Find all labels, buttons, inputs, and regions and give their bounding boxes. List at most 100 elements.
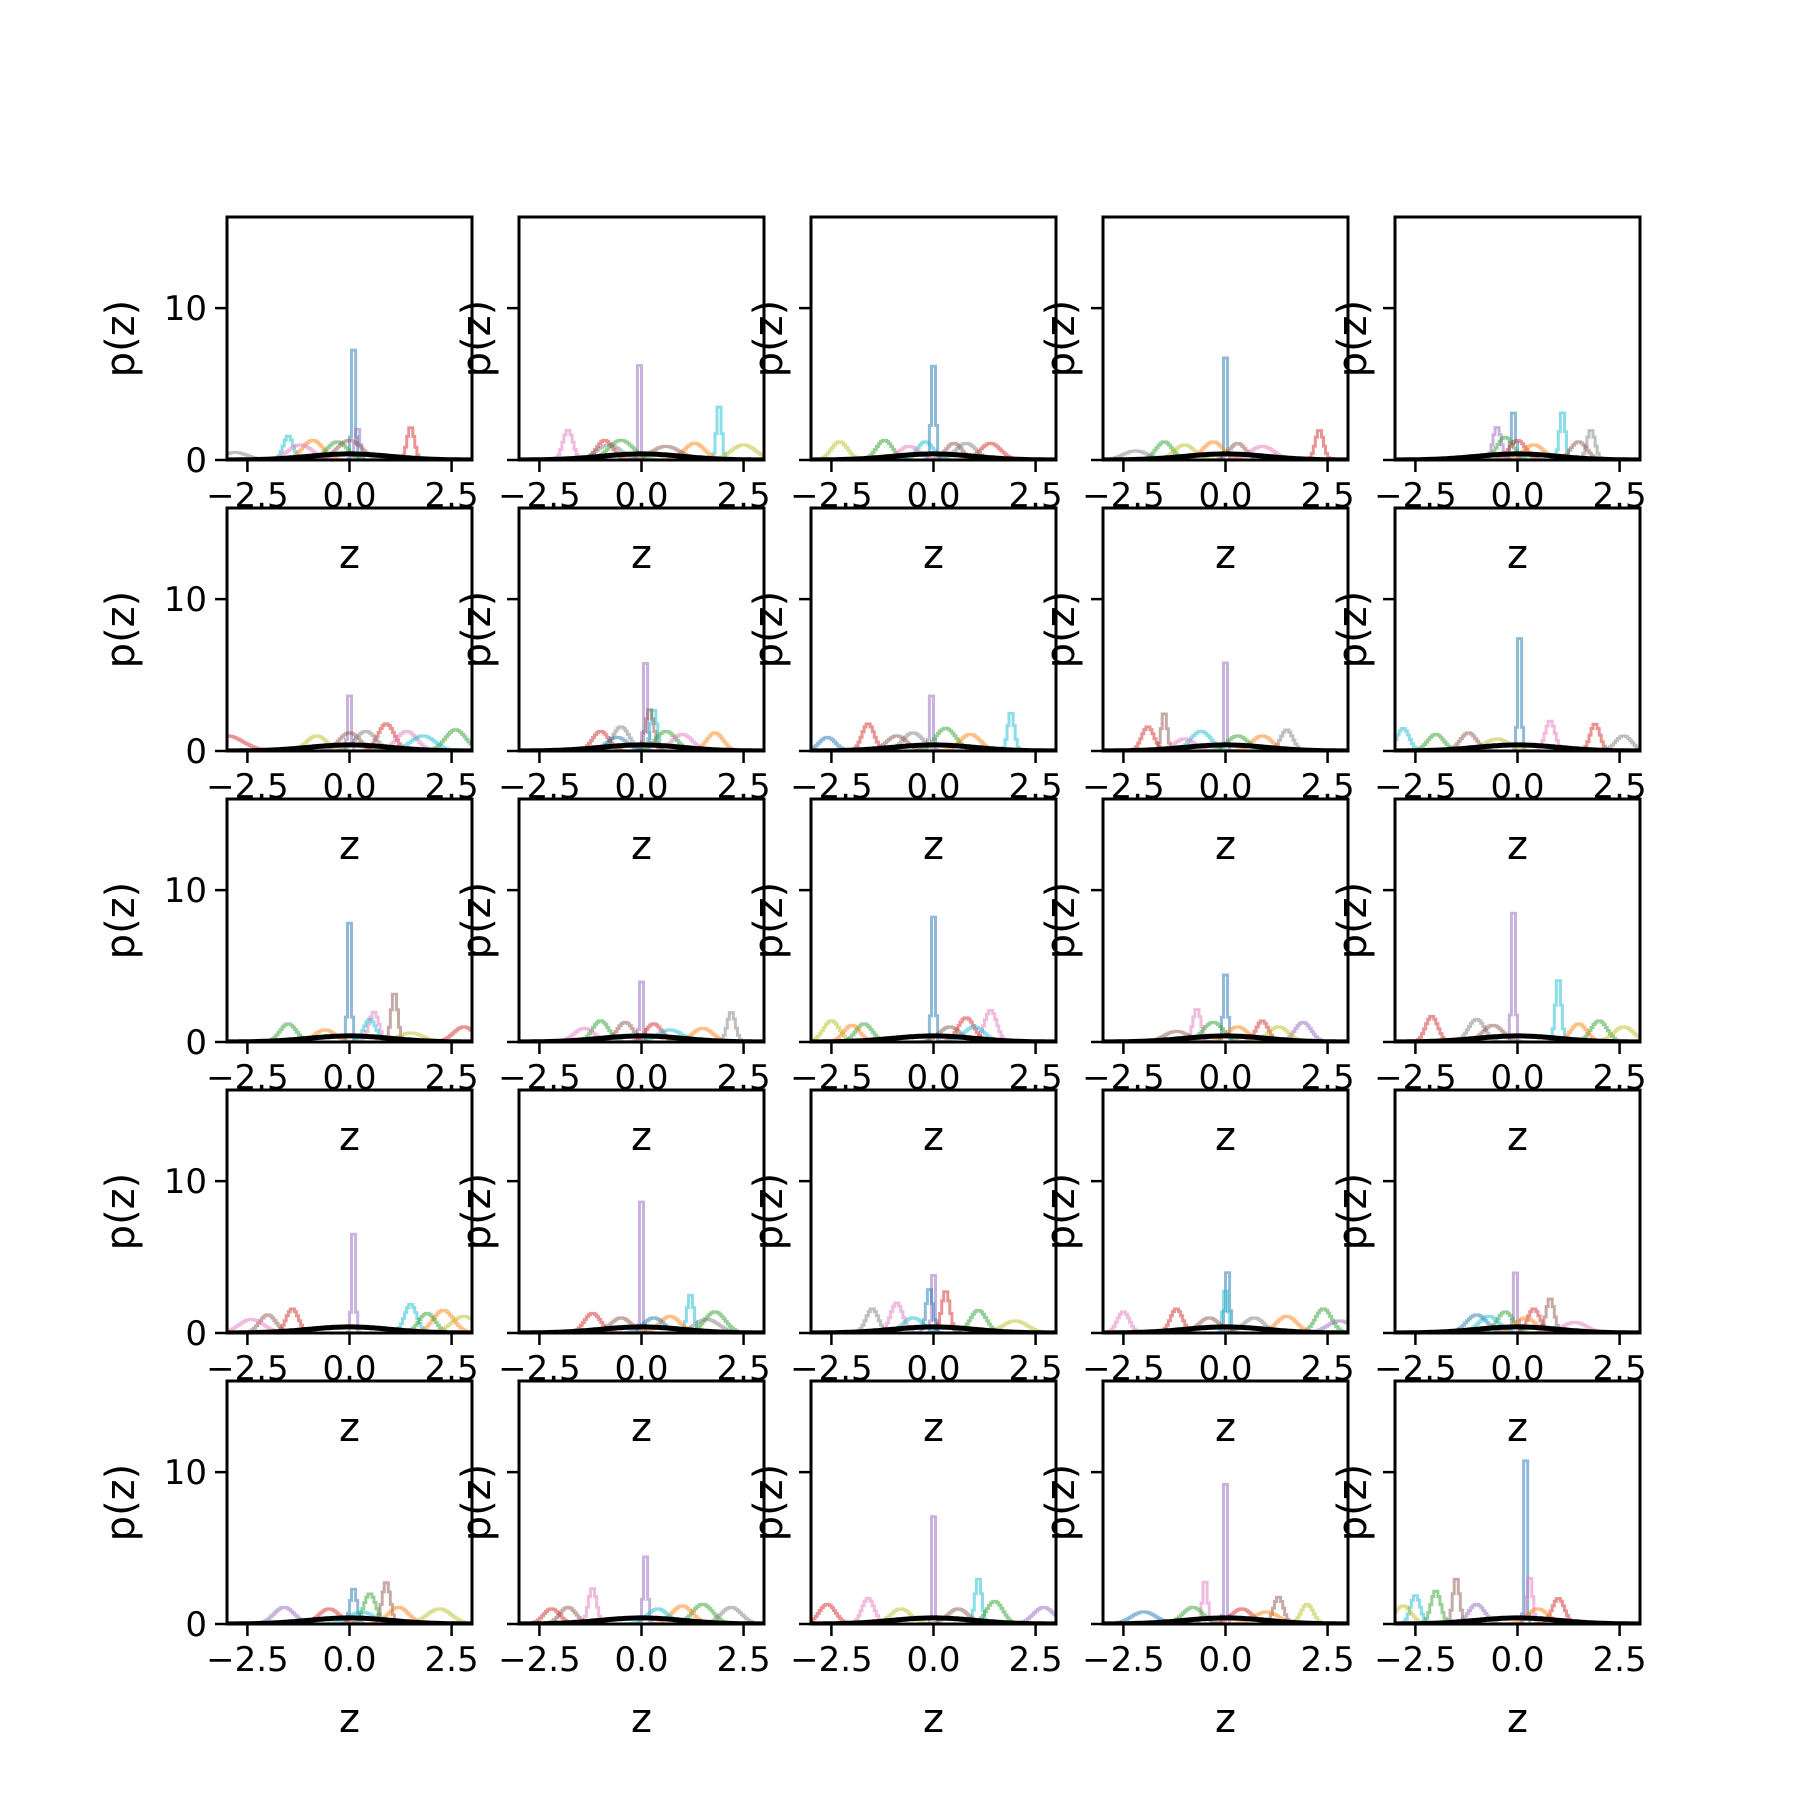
subplot-r4-c3: −2.5 0.0 2.5 z p(z) xyxy=(1038,1379,1355,1742)
series-0 xyxy=(1103,1483,1348,1624)
series-6 xyxy=(227,1314,472,1333)
y-tick-label: 10 xyxy=(164,1453,207,1493)
subplot-r2-c4: −2.5 0.0 2.5zp(z) xyxy=(1330,797,1647,1160)
y-axis-label: p(z) xyxy=(98,1173,144,1251)
x-axis-label: z xyxy=(923,1114,944,1160)
series-0 xyxy=(1103,356,1348,460)
series-6 xyxy=(519,443,764,460)
subplot-plot-area xyxy=(811,694,1056,751)
x-tick-label: 0.0 xyxy=(322,1640,376,1680)
subplot-r2-c1: −2.5 0.0 2.5zp(z) xyxy=(454,797,771,1160)
x-tick-label: 0.0 xyxy=(322,1349,376,1389)
x-tick-label: −2.5 xyxy=(206,767,289,807)
series-3 xyxy=(519,1607,764,1624)
subplot-r1-c1: −2.5 0.0 2.5zp(z) xyxy=(454,506,771,869)
series-4 xyxy=(227,1607,472,1624)
y-axis-label: p(z) xyxy=(98,591,144,669)
series-3 xyxy=(1395,1589,1640,1624)
series-3 xyxy=(227,1018,472,1042)
x-tick-label: 0.0 xyxy=(322,476,376,516)
x-tick-label: 0.0 xyxy=(322,767,376,807)
subplot-r4-c2: −2.5 0.0 2.5 z p(z) xyxy=(746,1379,1063,1742)
x-tick-label: 2.5 xyxy=(1593,1640,1647,1680)
subplot-plot-area xyxy=(1395,1271,1640,1333)
series-0 xyxy=(811,915,1056,1042)
series-3 xyxy=(519,725,764,751)
x-axis-label: z xyxy=(631,532,652,578)
x-tick-label: 0.0 xyxy=(614,767,668,807)
series-5 xyxy=(227,1311,472,1333)
series-3 xyxy=(811,440,1056,460)
x-tick-label: −2.5 xyxy=(790,767,873,807)
subplot-frame xyxy=(809,215,1058,462)
series-3 xyxy=(1103,440,1348,460)
y-axis-label: p(z) xyxy=(1330,1173,1376,1251)
x-tick-label: 0.0 xyxy=(906,476,960,516)
x-tick-label: 0.0 xyxy=(1198,1349,1252,1389)
subplot-frame xyxy=(1101,215,1350,462)
x-tick-label: −2.5 xyxy=(498,767,581,807)
x-axis-label: z xyxy=(1215,1114,1236,1160)
series-0 xyxy=(227,348,472,460)
y-axis-label: p(z) xyxy=(454,300,500,378)
subplot-plot-area xyxy=(519,364,764,460)
x-tick-label: 0.0 xyxy=(1198,767,1252,807)
subplot-plot-area xyxy=(1103,973,1348,1042)
x-tick-label: −2.5 xyxy=(1082,1349,1165,1389)
x-tick-label: −2.5 xyxy=(790,1640,873,1680)
series-6 xyxy=(519,1316,764,1333)
y-axis-label: p(z) xyxy=(1038,882,1084,960)
x-axis-label: z xyxy=(1215,823,1236,869)
x-tick-label: −2.5 xyxy=(498,1349,581,1389)
y-axis-label: p(z) xyxy=(98,300,144,378)
x-tick-label: −2.5 xyxy=(498,476,581,516)
series-4 xyxy=(1103,1307,1348,1333)
series-1 xyxy=(811,1019,1056,1042)
x-tick-label: −2.5 xyxy=(790,476,873,516)
subplot-plot-area xyxy=(227,921,472,1042)
y-tick-label: 0 xyxy=(185,732,207,772)
series-1 xyxy=(811,1290,1056,1333)
y-tick-label: 10 xyxy=(164,871,207,911)
series-1 xyxy=(519,1011,764,1042)
x-tick-label: 2.5 xyxy=(1009,1640,1063,1680)
subplot-plot-area xyxy=(1103,661,1348,751)
x-tick-label: 2.5 xyxy=(717,1640,771,1680)
x-axis-label: z xyxy=(339,532,360,578)
x-axis-label: z xyxy=(923,532,944,578)
y-axis-label: p(z) xyxy=(454,1173,500,1251)
series-2 xyxy=(519,708,764,751)
subplot-r1-c4: −2.5 0.0 2.5zp(z) xyxy=(1330,506,1647,869)
series-7 xyxy=(519,1607,764,1624)
x-tick-label: −2.5 xyxy=(1374,767,1457,807)
x-tick-label: 0.0 xyxy=(614,1058,668,1098)
x-axis-label: z xyxy=(339,1114,360,1160)
subplot-plot-area xyxy=(811,364,1056,460)
series-2 xyxy=(519,1605,764,1624)
subplot-plot-area xyxy=(1395,911,1640,1042)
x-tick-label: 2.5 xyxy=(1301,1640,1355,1680)
x-axis-label: z xyxy=(339,1696,360,1742)
series-2 xyxy=(1103,725,1348,751)
y-axis-label: p(z) xyxy=(1330,882,1376,960)
series-0 xyxy=(1103,973,1348,1042)
series-0 xyxy=(227,1232,472,1333)
y-tick-label: 0 xyxy=(185,1023,207,1063)
x-tick-label: 0.0 xyxy=(1198,1640,1252,1680)
series-4 xyxy=(519,438,764,460)
subplot-plot-area xyxy=(811,915,1056,1042)
subplot-r0-c1: −2.5 0.0 2.5zp(z) xyxy=(454,215,771,578)
subplot-r1-c2: −2.5 0.0 2.5zp(z) xyxy=(746,506,1063,869)
x-tick-label: 0.0 xyxy=(322,1058,376,1098)
y-axis-label: p(z) xyxy=(746,591,792,669)
series-4 xyxy=(1103,729,1348,751)
series-6 xyxy=(519,1605,764,1624)
series-8 xyxy=(1103,1319,1348,1333)
x-tick-label: −2.5 xyxy=(498,1058,581,1098)
series-7 xyxy=(1103,449,1348,460)
series-5 xyxy=(1395,438,1640,460)
series-5 xyxy=(811,731,1056,751)
series-6 xyxy=(1395,443,1640,460)
